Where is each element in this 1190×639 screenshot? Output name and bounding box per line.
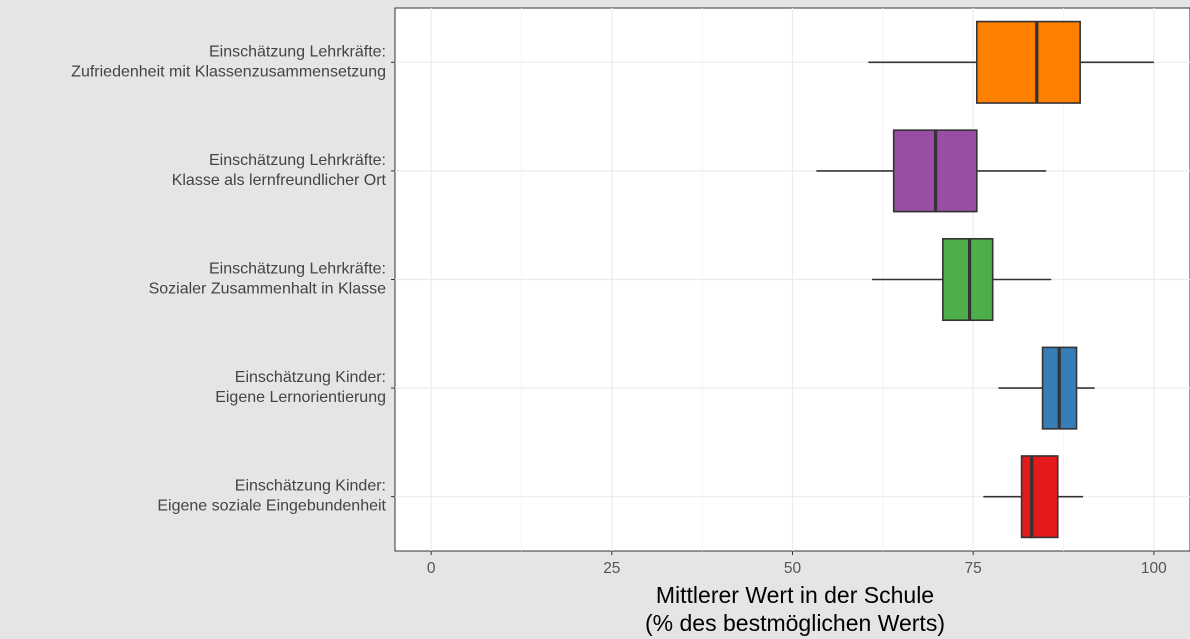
- x-axis-ticks: 0 25 50 75 100: [427, 551, 1167, 577]
- x-axis-title-line-2: (% des bestmöglichen Werts): [645, 610, 945, 636]
- category-label: Sozialer Zusammenhalt in Klasse: [149, 281, 387, 298]
- category-label: Einschätzung Lehrkräfte:: [209, 152, 386, 169]
- category-label: Einschätzung Kinder:: [235, 369, 386, 386]
- x-tick-label: 75: [965, 560, 982, 577]
- x-tick-label: 100: [1141, 560, 1167, 577]
- category-label: Einschätzung Lehrkräfte:: [209, 261, 386, 278]
- y-axis-labels: Einschätzung Lehrkräfte: Zufriedenheit mi…: [71, 43, 395, 515]
- box: [942, 237, 994, 322]
- box: [975, 20, 1081, 104]
- category-label: Zufriedenheit mit Klassenzusammensetzung: [71, 63, 386, 80]
- x-tick-label: 50: [784, 560, 802, 577]
- category-label: Einschätzung Lehrkräfte:: [209, 43, 386, 60]
- box: [1020, 455, 1059, 539]
- x-axis-title-line-1: Mittlerer Wert in der Schule: [656, 582, 934, 608]
- x-tick-label: 0: [427, 560, 436, 577]
- category-label: Einschätzung Kinder:: [235, 478, 386, 495]
- category-label: Eigene soziale Eingebundenheit: [157, 498, 386, 515]
- x-tick-label: 25: [603, 560, 620, 577]
- category-label: Eigene Lernorientierung: [215, 389, 386, 406]
- box-layer: [816, 20, 1154, 539]
- category-label: Klasse als lernfreundlicher Ort: [172, 172, 387, 189]
